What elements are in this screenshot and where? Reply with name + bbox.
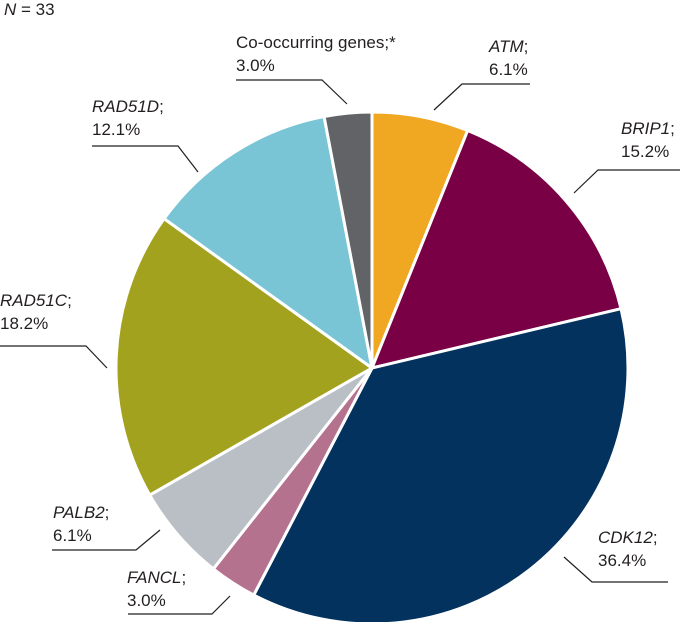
leader-lines xyxy=(0,79,680,615)
slice-label: ATM; 6.1% xyxy=(488,37,528,79)
sample-size-label: N = 33 xyxy=(4,0,55,20)
slice-label: PALB2; 6.1% xyxy=(53,503,109,545)
sample-size-equals: = xyxy=(16,0,36,19)
slice-label-separator: ; xyxy=(670,119,675,138)
pie-slices xyxy=(114,110,630,622)
slice-label: RAD51C; 18.2% xyxy=(0,291,72,333)
slice-label-percent: 15.2% xyxy=(621,142,669,161)
pie-slice-co-occurring-genes xyxy=(322,110,374,370)
sample-size-value: 33 xyxy=(35,0,55,19)
leader-line xyxy=(92,145,199,173)
slice-label-separator: ; xyxy=(67,291,72,310)
slice-label-separator: ; xyxy=(653,528,658,547)
slice-label-percent: 3.0% xyxy=(127,591,166,610)
slice-label: FANCL; 3.0% xyxy=(127,568,186,610)
leader-line xyxy=(236,79,348,105)
slice-label: CDK12; 36.4% xyxy=(598,528,658,570)
slice-label-percent: 36.4% xyxy=(598,551,646,570)
leader-line xyxy=(573,169,680,194)
slice-label-name: RAD51C xyxy=(0,291,68,310)
slice-label-percent: 18.2% xyxy=(0,314,48,333)
pie-slice-brip1 xyxy=(370,129,623,370)
slice-label-name: Co-occurring genes;* xyxy=(236,33,396,52)
slice-label-name: FANCL xyxy=(127,568,181,587)
slice-label-percent: 3.0% xyxy=(236,56,275,75)
leader-line xyxy=(433,83,530,111)
slice-label-name: RAD51D xyxy=(92,97,159,116)
slice-labels: ATM; 6.1%BRIP1; 15.2%CDK12; 36.4%FANCL; 3.0%… xyxy=(0,33,675,610)
slice-label-percent: 6.1% xyxy=(53,526,92,545)
slice-label-percent: 6.1% xyxy=(489,60,528,79)
leader-line xyxy=(52,529,161,551)
leader-line xyxy=(563,556,668,583)
slice-label-separator: ; xyxy=(181,568,186,587)
slice-label-percent: 12.1% xyxy=(92,120,140,139)
slice-label-separator: ; xyxy=(524,37,529,56)
slice-label-separator: ; xyxy=(159,97,164,116)
pie-slice-rad51c xyxy=(114,217,374,497)
slice-label-separator: ; xyxy=(105,503,110,522)
slice-label-name: PALB2 xyxy=(53,503,105,522)
slice-label: Co-occurring genes;* 3.0% xyxy=(236,33,396,75)
slice-label: BRIP1; 15.2% xyxy=(621,119,675,161)
slice-label-name: ATM xyxy=(488,37,524,56)
slice-label-name: BRIP1 xyxy=(621,119,670,138)
slice-label: RAD51D; 12.1% xyxy=(92,97,164,139)
leader-line xyxy=(128,595,231,615)
pie-slice-cdk12 xyxy=(252,307,630,622)
leader-line xyxy=(0,345,108,369)
pie-slice-rad51d xyxy=(162,115,374,370)
slice-label-name: CDK12 xyxy=(598,528,653,547)
sample-size-symbol: N xyxy=(4,0,17,19)
